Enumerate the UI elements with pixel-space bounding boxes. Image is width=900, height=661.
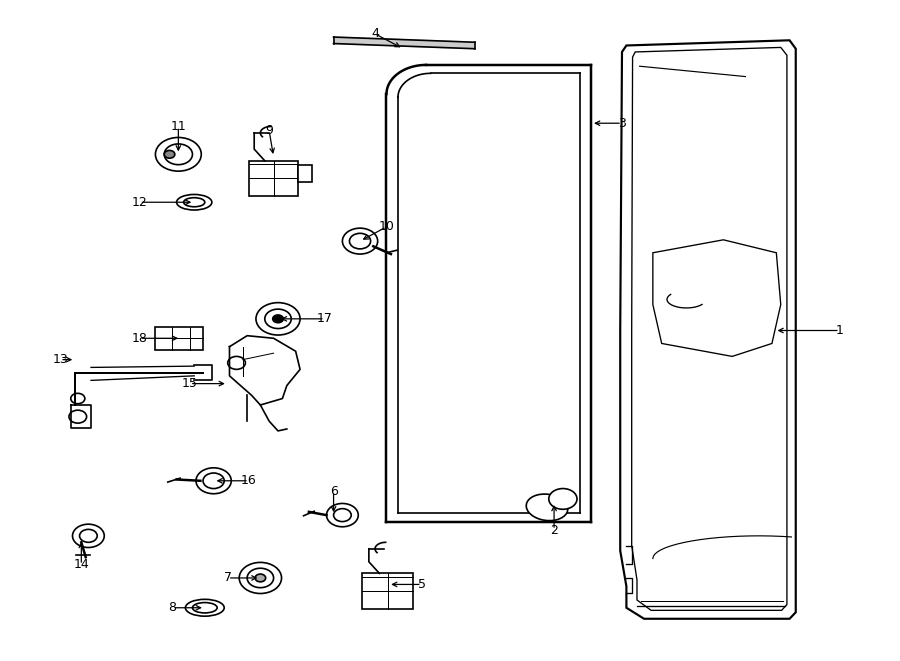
Text: 3: 3	[618, 117, 626, 130]
Bar	[155, 327, 203, 350]
Bar	[298, 165, 311, 182]
Bar	[249, 161, 298, 196]
Text: 17: 17	[317, 313, 333, 325]
Circle shape	[327, 504, 358, 527]
Text: 6: 6	[329, 485, 338, 498]
Ellipse shape	[176, 194, 212, 210]
Text: 7: 7	[224, 572, 231, 584]
Circle shape	[255, 574, 266, 582]
Text: 14: 14	[74, 559, 89, 572]
Text: 4: 4	[371, 27, 379, 40]
Text: 11: 11	[170, 120, 186, 133]
Circle shape	[196, 468, 231, 494]
Text: 1: 1	[836, 324, 844, 337]
Text: 15: 15	[182, 377, 198, 390]
Circle shape	[342, 228, 378, 254]
Text: 16: 16	[241, 475, 256, 487]
Text: 8: 8	[168, 602, 176, 614]
Circle shape	[256, 303, 300, 335]
Circle shape	[164, 151, 175, 158]
Polygon shape	[334, 37, 474, 49]
Text: 12: 12	[131, 196, 148, 209]
Circle shape	[73, 524, 104, 547]
Bar	[362, 573, 413, 609]
Text: 10: 10	[379, 220, 394, 233]
Ellipse shape	[185, 600, 224, 616]
Circle shape	[273, 315, 284, 323]
Text: 13: 13	[52, 353, 68, 366]
Text: 5: 5	[418, 578, 426, 591]
Text: 2: 2	[550, 524, 558, 537]
Text: 18: 18	[131, 332, 148, 345]
Circle shape	[549, 488, 577, 509]
Circle shape	[239, 563, 282, 594]
Circle shape	[156, 137, 202, 171]
Ellipse shape	[526, 494, 568, 521]
Text: 9: 9	[266, 124, 273, 137]
